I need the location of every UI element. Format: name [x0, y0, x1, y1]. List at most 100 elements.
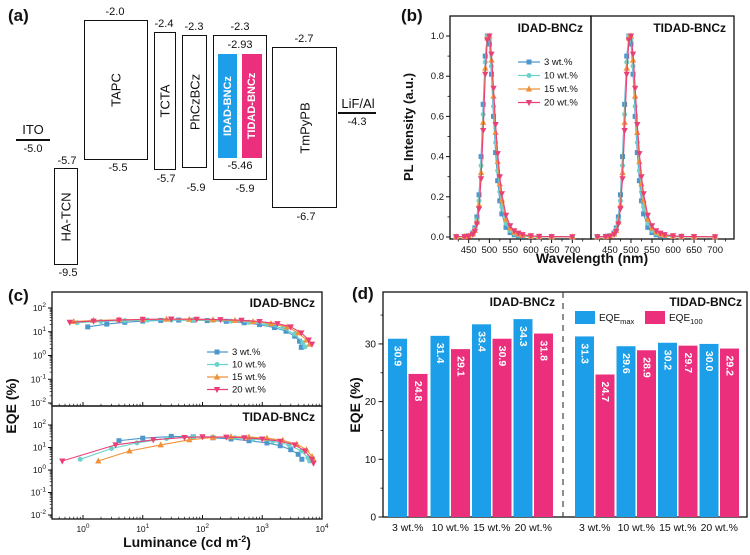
bar-EQE100-10 wt.%: [637, 350, 656, 517]
subplot-title: TIDAD-BNCz: [242, 410, 315, 424]
x-tick-label: 500: [623, 245, 639, 256]
series-marker: [638, 174, 645, 181]
series-marker: [256, 319, 263, 326]
legend-marker: [213, 387, 221, 394]
series-marker: [85, 324, 91, 330]
tapc-bottom-energy: -5.5: [108, 162, 128, 174]
legend-label: EQE100: [669, 313, 703, 326]
series-marker: [140, 435, 146, 441]
series-marker: [181, 434, 188, 442]
series-marker: [77, 456, 83, 462]
series-marker: [302, 344, 308, 350]
series-line: [597, 35, 716, 238]
series-marker: [492, 121, 499, 129]
legend-label: 20 wt.%: [232, 385, 266, 396]
series-marker: [299, 456, 305, 462]
layer-name-phczbcz: PhCzBCz: [187, 73, 202, 130]
y-axis-title: PL Intensity (a.u.): [401, 73, 416, 181]
layer-name-tcta: TCTA: [157, 84, 173, 118]
series-marker: [615, 221, 622, 228]
y-tick-label: 0.0: [431, 232, 444, 243]
eqe-legend: 3 wt.% 10 wt.%15 wt.% 20 wt.%: [207, 347, 266, 396]
x-tick-label: 450: [461, 245, 477, 256]
panel-c-label: (c): [8, 286, 29, 305]
bar-group-IDAD-BNCz: 30.9 31.4 33.4 34.3 24.8 29.1 30.9 31.8: [388, 319, 553, 517]
series-marker: [277, 438, 284, 445]
panel-a-energy-diagram: (a) ITO -5.0 -5.7 HA-TCN -9.5 -2.0 TAPC …: [0, 0, 390, 280]
legend-label: 3 wt.%: [544, 57, 573, 68]
series-marker: [274, 321, 281, 328]
log-tick-label: 102: [33, 419, 46, 430]
series-marker: [291, 442, 298, 449]
bar-value-label: 29.1: [455, 356, 467, 377]
group-title: TIDAD-BNCz: [669, 295, 742, 309]
series-marker: [640, 191, 647, 198]
anode-level-line: [16, 139, 50, 141]
layer-box-tcta: TCTA: [154, 32, 176, 170]
series-marker: [115, 317, 123, 324]
bar-value-label: 29.2: [724, 356, 736, 377]
category-label: 3 wt.%: [392, 522, 424, 534]
series-marker: [66, 319, 73, 326]
series-marker: [486, 33, 493, 40]
log-tick-label: 102: [33, 302, 46, 313]
bar-EQEmax-15 wt.%: [472, 324, 491, 517]
x-tick-label: 450: [602, 245, 618, 256]
log-tick-label: 104: [315, 523, 328, 534]
series-marker: [144, 317, 150, 323]
series-20wt: [453, 33, 576, 241]
plot-border: [449, 15, 592, 240]
bar-value-label: 31.8: [538, 341, 550, 362]
legend-marker: [525, 100, 533, 107]
series-marker: [625, 37, 633, 44]
series-marker: [690, 234, 698, 241]
bar-value-label: 29.6: [620, 353, 632, 374]
layer-name-tapc: TAPC: [108, 73, 124, 107]
legend-label: 15 wt.%: [232, 372, 266, 383]
cathode-level: -4.3: [347, 116, 367, 128]
series-marker: [295, 451, 301, 457]
log-tick-label: 101: [136, 523, 149, 534]
legend-label: 10 wt.%: [232, 360, 266, 371]
series-marker: [465, 233, 472, 240]
plot-border: [382, 291, 748, 518]
series-marker: [461, 234, 468, 241]
y-tick-label: 20: [365, 397, 377, 408]
tmpypb-bottom-energy: -6.7: [296, 211, 316, 223]
subplot-title: TIDAD-BNCz: [653, 21, 726, 35]
x-tick-label: 600: [665, 245, 681, 256]
log-tick-label: 101: [33, 442, 46, 453]
series-marker: [484, 37, 491, 44]
series-marker: [104, 321, 110, 327]
y-tick-label: 30: [365, 339, 377, 350]
series-marker: [648, 223, 656, 230]
subplot-title: IDAD-BNCz: [518, 21, 583, 35]
series-marker: [469, 231, 476, 238]
bar-EQE100-15 wt.%: [492, 338, 512, 517]
series-marker: [617, 206, 624, 213]
series-marker: [634, 121, 641, 129]
tcta-bottom-energy: -5.7: [156, 173, 176, 185]
bar-EQE100-20 wt.%: [534, 333, 553, 517]
panel-a-label: (a): [8, 6, 29, 25]
layer-name-tmpypb: TmPyPB: [297, 101, 312, 154]
bar-group-TIDAD-BNCz: 31.3 29.6 30.2 30.0 24.7 28.9 29.7 29.2: [575, 336, 739, 517]
bar-legend: EQEmax EQE100: [575, 311, 703, 326]
log-tick-label: 101: [33, 326, 46, 337]
series-marker: [288, 447, 294, 453]
cathode-level-line: [338, 112, 376, 114]
legend-label: 20 wt.%: [544, 98, 578, 109]
series-marker: [490, 85, 497, 92]
log-tick-label: 100: [33, 350, 46, 361]
y-tick-label: 0.8: [431, 71, 444, 82]
log-tick-label: 10-1: [31, 487, 47, 498]
series-marker: [519, 232, 526, 239]
x-tick-label: 650: [686, 245, 702, 256]
series-marker: [527, 233, 535, 240]
series-marker: [305, 337, 312, 344]
series-marker: [157, 441, 164, 448]
series-marker: [632, 85, 639, 92]
x-tick-label: 550: [644, 245, 660, 256]
